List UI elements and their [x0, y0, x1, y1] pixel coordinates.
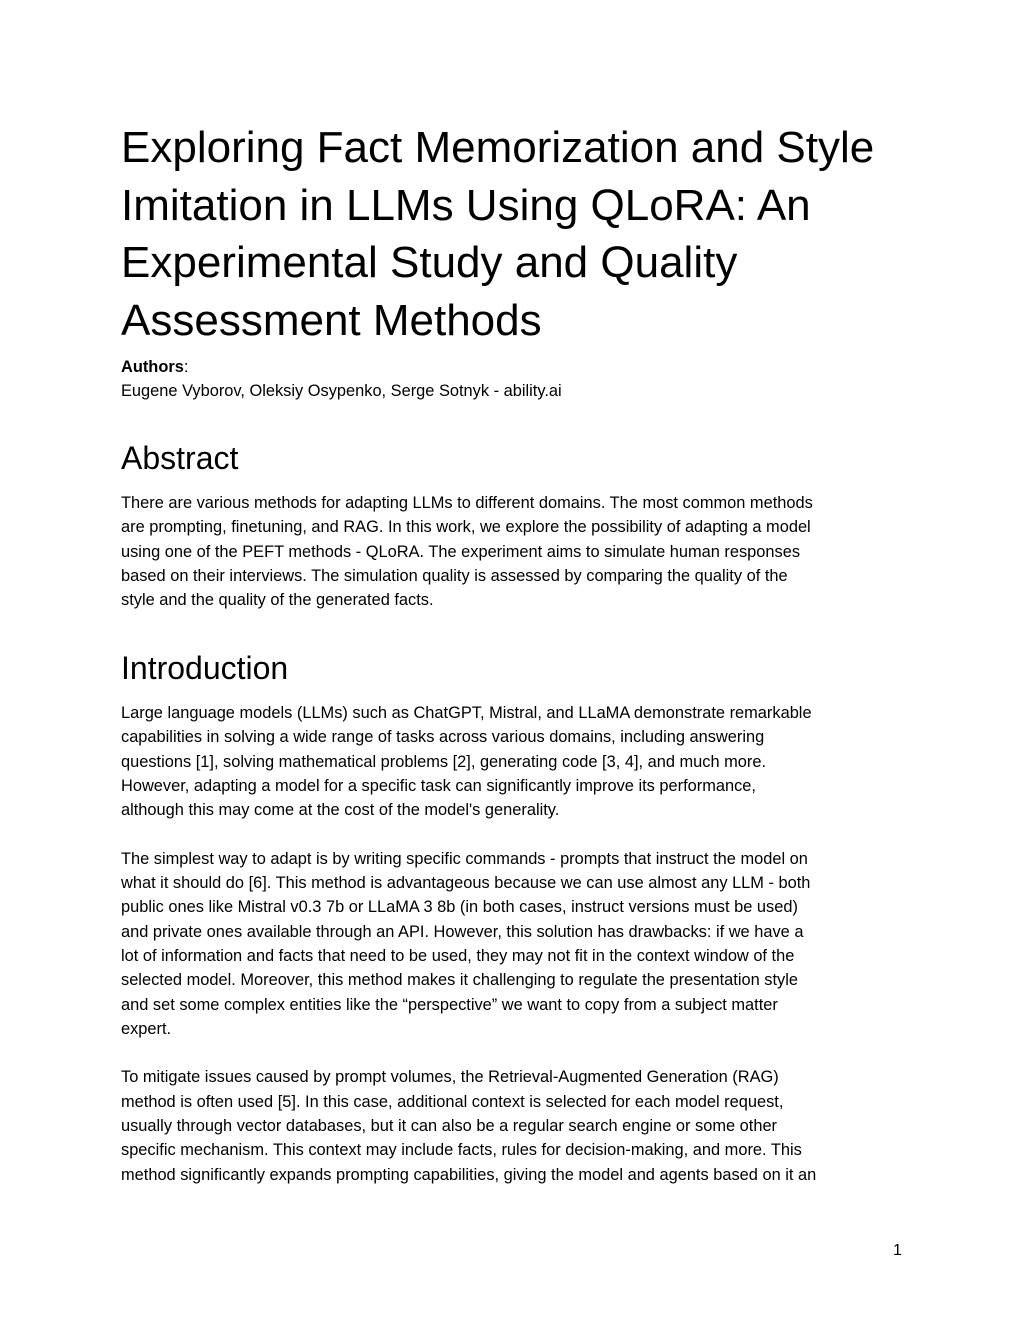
introduction-heading: Introduction: [121, 650, 289, 686]
text-line: [121, 1041, 816, 1065]
authors-block: Authors: Eugene Vyborov, Oleksiy Osypenk…: [121, 355, 562, 403]
text-line: However, adapting a model for a specific…: [121, 776, 756, 795]
text-line: method is often used [5]. In this case, …: [121, 1092, 784, 1111]
page-number: 1: [893, 1242, 902, 1259]
title-line: Experimental Study and Quality: [121, 238, 738, 287]
text-line: usually through vector databases, but it…: [121, 1117, 778, 1136]
title-line: Imitation in LLMs Using QLoRA: An: [121, 180, 811, 230]
authors-list: Eugene Vyborov, Oleksiy Osypenko, Serge …: [121, 382, 562, 400]
text-line: The simplest way to adapt is by writing …: [121, 849, 808, 868]
text-line: are prompting, finetuning, and RAG. In t…: [121, 518, 811, 537]
text-line: what it should do [6]. This method is ad…: [121, 874, 811, 893]
text-line: expert.: [121, 1019, 172, 1038]
text-line: although this may come at the cost of th…: [121, 801, 560, 820]
text-line: There are various methods for adapting L…: [121, 494, 813, 512]
text-line: To mitigate issues caused by prompt volu…: [121, 1068, 779, 1087]
paper-title: Exploring Fact Memorization and Style Im…: [121, 119, 874, 349]
text-line: capabilities in solving a wide range of …: [121, 728, 765, 747]
abstract-heading: Abstract: [121, 440, 239, 476]
text-line: questions [1], solving mathematical prob…: [121, 752, 767, 771]
title-line: Exploring Fact Memorization and Style: [121, 123, 875, 172]
authors-label: Authors: [121, 358, 184, 376]
abstract-body: There are various methods for adapting L…: [121, 491, 813, 612]
text-line: and private ones available through an AP…: [121, 922, 804, 941]
text-line: [121, 822, 816, 846]
introduction-body: Large language models (LLMs) such as Cha…: [121, 701, 816, 1187]
text-line: and set some complex entities like the “…: [121, 995, 778, 1014]
authors-colon: :: [183, 358, 189, 376]
text-line: specific mechanism. This context may inc…: [121, 1141, 802, 1160]
text-line: based on their interviews. The simulatio…: [121, 566, 788, 585]
text-line: public ones like Mistral v0.3 7b or LLaM…: [121, 898, 798, 917]
text-line: selected model. Moreover, this method ma…: [121, 971, 798, 990]
text-line: using one of the PEFT methods - QLoRA. T…: [121, 542, 801, 561]
text-line: style and the quality of the generated f…: [121, 591, 434, 610]
text-line: method significantly expands prompting c…: [121, 1165, 817, 1184]
text-line: Large language models (LLMs) such as Cha…: [121, 704, 812, 722]
text-line: lot of information and facts that need t…: [121, 946, 795, 965]
title-line: Assessment Methods: [121, 295, 542, 345]
